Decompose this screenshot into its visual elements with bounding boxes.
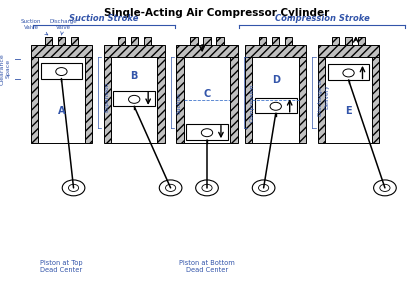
Text: Piston at Top
Dead Center: Piston at Top Dead Center (40, 260, 83, 273)
Bar (111, 57, 158, 142)
Bar (71, 37, 78, 45)
Circle shape (259, 184, 269, 192)
Bar (203, 37, 211, 45)
Circle shape (159, 180, 182, 196)
Bar (332, 37, 339, 45)
Bar (245, 45, 306, 57)
Circle shape (343, 69, 354, 77)
Bar (184, 57, 230, 142)
Text: Compression: Compression (249, 84, 255, 122)
Bar (216, 37, 223, 45)
Bar (38, 57, 85, 142)
Circle shape (380, 184, 390, 192)
Circle shape (201, 129, 213, 137)
Circle shape (68, 184, 79, 192)
Bar (45, 37, 52, 45)
Bar (358, 37, 365, 45)
Circle shape (202, 184, 212, 192)
Bar (318, 45, 379, 57)
Text: Piston at Bottom
Dead Center: Piston at Bottom Dead Center (179, 260, 235, 273)
Bar (230, 57, 238, 142)
Circle shape (62, 180, 85, 196)
Text: Single-Acting Air Compressor Cylinder: Single-Acting Air Compressor Cylinder (105, 8, 330, 18)
Text: Expansion: Expansion (104, 82, 109, 112)
Text: Discharge
Valve: Discharge Valve (50, 19, 77, 35)
Bar (372, 57, 379, 142)
Bar (118, 37, 125, 45)
Bar (144, 37, 151, 45)
Bar (31, 57, 38, 142)
Bar (104, 45, 165, 57)
Circle shape (270, 102, 281, 110)
Circle shape (56, 68, 67, 76)
Bar (186, 124, 228, 140)
Bar (345, 37, 352, 45)
Bar (325, 57, 372, 142)
Bar (252, 57, 299, 142)
Bar (41, 63, 82, 79)
Circle shape (165, 184, 176, 192)
Bar (272, 37, 279, 45)
Circle shape (252, 180, 275, 196)
Text: Suction Stroke: Suction Stroke (69, 13, 139, 23)
Bar (85, 57, 92, 142)
Text: Suction
Valve: Suction Valve (21, 19, 48, 35)
Bar (131, 37, 138, 45)
Bar (176, 45, 238, 57)
Bar (158, 57, 165, 142)
Bar (255, 98, 297, 113)
Text: Suction: Suction (177, 92, 182, 114)
Bar (190, 37, 198, 45)
Bar (285, 37, 292, 45)
Bar (113, 91, 155, 106)
Text: A: A (58, 105, 65, 115)
Text: Clearance
Space: Clearance Space (0, 53, 10, 85)
Bar (58, 37, 65, 45)
Text: Discharge or
Delivery: Discharge or Delivery (318, 78, 329, 116)
Bar (259, 37, 266, 45)
Text: E: E (345, 106, 352, 116)
Bar (104, 57, 111, 142)
Text: C: C (203, 89, 210, 99)
Text: D: D (272, 75, 280, 85)
Circle shape (374, 180, 396, 196)
Bar (328, 64, 369, 80)
Bar (318, 57, 325, 142)
Text: Compression Stroke: Compression Stroke (275, 13, 370, 23)
Bar (299, 57, 306, 142)
Text: B: B (131, 71, 138, 81)
Circle shape (129, 95, 140, 103)
Bar (176, 57, 184, 142)
Bar (245, 57, 252, 142)
Circle shape (196, 180, 218, 196)
Bar (31, 45, 92, 57)
